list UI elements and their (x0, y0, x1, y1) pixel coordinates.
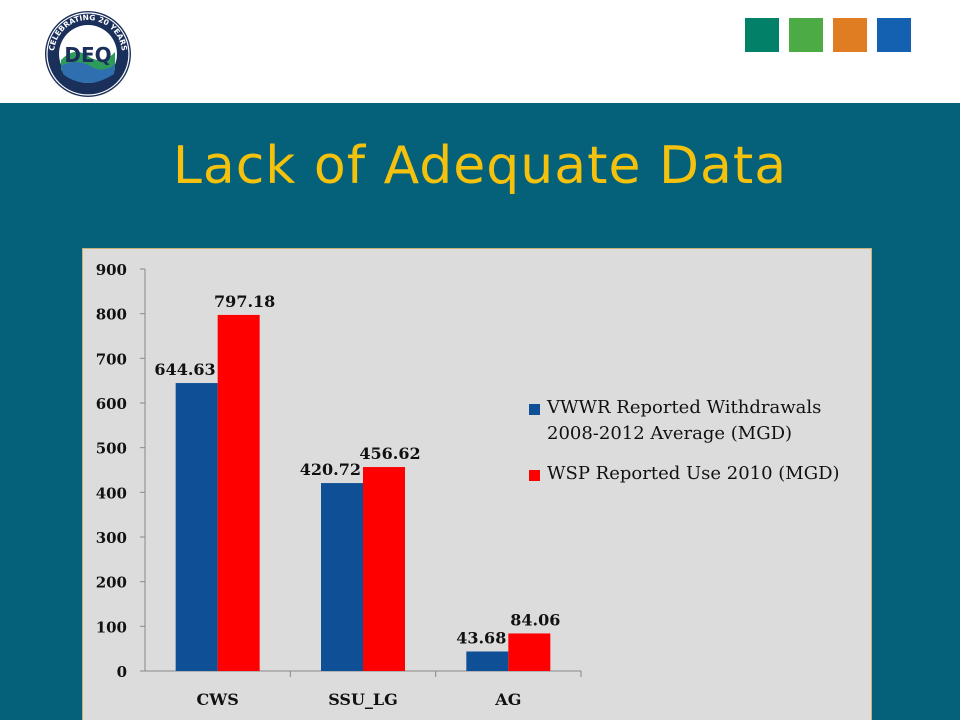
x-tick-label: AG (494, 690, 521, 709)
x-tick-label: SSU_LG (328, 690, 398, 709)
legend-label: WSP Reported Use 2010 (MGD) (547, 463, 840, 484)
legend-swatch (529, 404, 540, 415)
y-tick-label: 200 (96, 574, 127, 592)
y-tick-label: 700 (96, 350, 127, 368)
chart-panel: 0 100 200 300 400 500 600 700 800 900 CWS 644.63 797… (82, 248, 872, 720)
data-label: 456.62 (359, 444, 420, 463)
slide-header: DEQ CELEBRATING 20 YEARS (0, 0, 960, 103)
legend-swatch (529, 470, 540, 481)
y-tick-label: 400 (96, 484, 127, 502)
legend-item-vwwr: VWWR Reported Withdrawals 2008-2012 Aver… (529, 395, 840, 447)
data-label: 420.72 (300, 460, 361, 479)
y-tick-label: 100 (96, 618, 127, 636)
deq-logo-icon: DEQ CELEBRATING 20 YEARS (45, 11, 131, 97)
x-tick-label: CWS (197, 690, 239, 709)
bar-vwwr-ag (466, 651, 509, 671)
data-label: 43.68 (456, 628, 506, 647)
accent-square-blue (877, 18, 911, 52)
y-tick-label: 300 (96, 529, 127, 547)
legend-label: VWWR Reported Withdrawals 2008-2012 Aver… (547, 397, 822, 444)
data-label: 644.63 (154, 360, 215, 379)
bar-wsp-ssu-lg (363, 467, 405, 671)
y-tick-label: 900 (96, 261, 127, 279)
bar-vwwr-ssu-lg (321, 483, 363, 671)
accent-square-green (789, 18, 823, 52)
logo-center-text: DEQ (64, 43, 111, 67)
y-tick-label: 500 (96, 440, 127, 458)
y-tick-label: 0 (117, 663, 127, 681)
accent-square-orange (833, 18, 867, 52)
slide-title: Lack of Adequate Data (172, 136, 788, 196)
bar-vwwr-cws (175, 383, 218, 671)
data-label: 84.06 (510, 610, 560, 629)
chart-legend: VWWR Reported Withdrawals 2008-2012 Aver… (529, 395, 840, 501)
data-label: 797.18 (214, 292, 275, 311)
y-tick-label: 800 (96, 306, 127, 324)
accent-squares (745, 18, 921, 52)
legend-item-wsp: WSP Reported Use 2010 (MGD) (529, 461, 840, 487)
bar-wsp-ag (508, 633, 551, 671)
bar-chart: 0 100 200 300 400 500 600 700 800 900 CWS 644.63 797… (96, 261, 582, 709)
y-tick-label: 600 (96, 395, 127, 413)
accent-square-green-dark (745, 18, 779, 52)
bar-wsp-cws (217, 314, 260, 671)
